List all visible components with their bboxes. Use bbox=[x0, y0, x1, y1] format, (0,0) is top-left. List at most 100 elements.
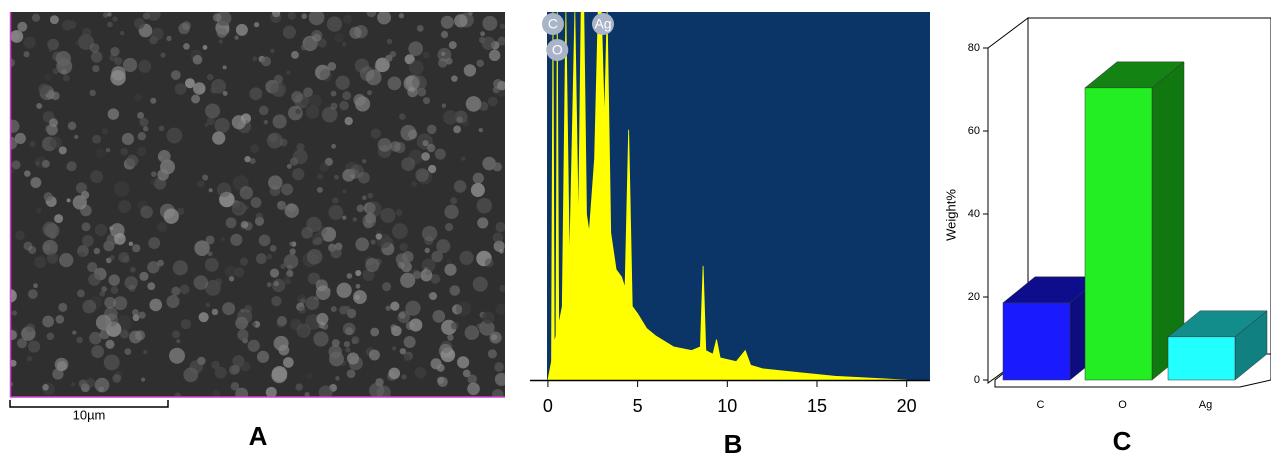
particle bbox=[434, 148, 446, 160]
particle bbox=[107, 21, 113, 28]
particle bbox=[204, 123, 209, 128]
particle bbox=[235, 316, 249, 330]
particle bbox=[234, 35, 239, 40]
particle bbox=[480, 31, 486, 37]
particle bbox=[26, 355, 33, 362]
particle bbox=[157, 169, 169, 181]
particle bbox=[228, 276, 235, 282]
particle bbox=[265, 386, 277, 397]
particle bbox=[397, 261, 405, 269]
particle bbox=[468, 12, 473, 16]
particle bbox=[271, 366, 288, 382]
particle bbox=[218, 39, 223, 44]
particle bbox=[447, 334, 454, 341]
particle bbox=[324, 157, 333, 166]
particle bbox=[103, 354, 120, 371]
scale-bar bbox=[9, 400, 169, 408]
particle bbox=[392, 346, 397, 351]
particle bbox=[231, 115, 246, 130]
particle bbox=[43, 192, 53, 202]
particle bbox=[385, 54, 393, 62]
particle bbox=[150, 97, 157, 104]
particle bbox=[214, 117, 230, 134]
particle bbox=[454, 110, 468, 124]
particle bbox=[427, 143, 436, 153]
particle bbox=[377, 138, 392, 152]
particle bbox=[353, 290, 367, 304]
particle bbox=[26, 326, 33, 333]
particle bbox=[194, 240, 210, 256]
particle bbox=[411, 180, 418, 187]
particle bbox=[330, 102, 338, 110]
particle bbox=[281, 183, 294, 196]
particle bbox=[313, 331, 329, 347]
x-tick-label: 15 bbox=[807, 396, 827, 416]
particle bbox=[47, 38, 60, 51]
particle bbox=[85, 378, 96, 388]
particle bbox=[445, 57, 453, 65]
particle bbox=[87, 261, 98, 273]
particle bbox=[166, 127, 183, 144]
particle bbox=[112, 374, 122, 383]
particle bbox=[170, 70, 181, 80]
particle bbox=[15, 230, 25, 241]
particle bbox=[268, 175, 283, 190]
particle bbox=[240, 308, 245, 313]
particle bbox=[101, 128, 109, 135]
particle bbox=[301, 13, 308, 20]
particle bbox=[205, 235, 215, 245]
particle bbox=[311, 30, 323, 42]
particle bbox=[447, 350, 455, 359]
particle bbox=[443, 110, 458, 125]
particle bbox=[420, 269, 433, 282]
particle bbox=[479, 320, 495, 336]
particle bbox=[82, 235, 94, 247]
particle bbox=[438, 58, 448, 68]
particle bbox=[119, 30, 125, 36]
particle bbox=[31, 13, 41, 22]
particle bbox=[28, 289, 38, 299]
particle bbox=[134, 93, 143, 102]
particle bbox=[258, 234, 271, 247]
particle bbox=[52, 68, 59, 75]
particle bbox=[440, 15, 454, 29]
particle bbox=[251, 322, 257, 327]
y-tick-label: 40 bbox=[968, 208, 980, 220]
particle bbox=[76, 336, 83, 344]
particle bbox=[136, 146, 147, 157]
particle bbox=[304, 391, 310, 397]
particle bbox=[427, 164, 437, 174]
particle bbox=[451, 75, 458, 82]
particle bbox=[124, 276, 138, 290]
particle bbox=[193, 275, 209, 290]
particle bbox=[273, 74, 284, 84]
particle bbox=[67, 20, 77, 29]
particle bbox=[62, 74, 70, 82]
particle bbox=[98, 386, 105, 393]
particle bbox=[114, 57, 123, 66]
particle bbox=[26, 323, 36, 333]
particle bbox=[118, 251, 130, 263]
particle bbox=[29, 140, 36, 148]
particle bbox=[66, 161, 77, 172]
particle bbox=[149, 298, 163, 312]
particle bbox=[89, 331, 102, 345]
particle bbox=[342, 14, 352, 24]
particle bbox=[174, 392, 182, 397]
particle bbox=[386, 38, 393, 45]
particle bbox=[437, 376, 448, 388]
particle bbox=[352, 217, 357, 222]
particle bbox=[431, 250, 443, 263]
particle bbox=[271, 278, 286, 293]
particle bbox=[72, 195, 87, 210]
x-tick-label: 10 bbox=[717, 396, 737, 416]
particle bbox=[207, 251, 213, 257]
particle bbox=[49, 136, 62, 149]
particle bbox=[146, 12, 161, 21]
particle bbox=[10, 168, 16, 174]
particle bbox=[122, 57, 138, 73]
particle bbox=[150, 179, 157, 185]
particle bbox=[297, 294, 307, 305]
particle bbox=[365, 69, 382, 86]
